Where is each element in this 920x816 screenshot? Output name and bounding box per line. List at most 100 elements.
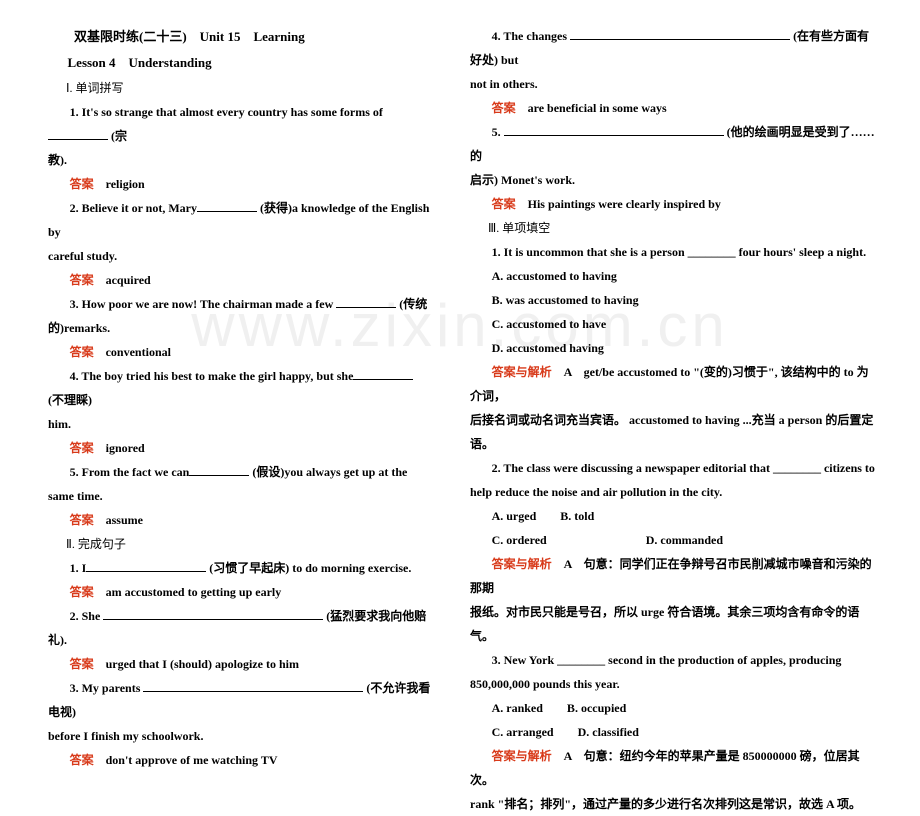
q10-line2: 启示) Monet's work. (470, 168, 880, 192)
section-1-title: Ⅰ. 单词拼写 (48, 76, 432, 100)
q3a: 3. How poor we are now! The chairman mad… (70, 297, 337, 311)
a7-label: 答案 (70, 657, 94, 671)
q6-blank (86, 561, 206, 572)
m2-q1: 2. The class were discussing a newspaper… (470, 456, 880, 480)
q3-line2: 的)remarks. (48, 316, 432, 340)
m1-d: D. accustomed having (470, 336, 880, 360)
q1-blank (48, 129, 108, 140)
a8-text: don't approve of me watching TV (94, 753, 278, 767)
q2a: 2. Believe it or not, Mary (70, 201, 197, 215)
q10-line1: 5. (他的绘画明显是受到了……的 (470, 120, 880, 168)
q1-line1: 1. It's so strange that almost every cou… (48, 100, 432, 148)
q8-blank (143, 681, 363, 692)
m3-ans: 答案与解析 A 句意：纽约今年的苹果产量是 850000000 磅，位居其次。 (470, 744, 880, 792)
a9-label: 答案 (492, 101, 516, 115)
m3-c: C. arranged D. classified (470, 720, 880, 744)
m1-ans2: 后接名词或动名词充当宾语。 accustomed to having ...充当… (470, 408, 880, 456)
a1-label: 答案 (70, 177, 94, 191)
q7: 2. She (猛烈要求我向他赔礼). (48, 604, 432, 652)
m2-ans: 答案与解析 A 句意：同学们正在争辩号召市民削减城市噪音和污染的那期 (470, 552, 880, 600)
a5-text: assume (94, 513, 143, 527)
right-column: 4. The changes (在有些方面有好处) but not in oth… (460, 0, 920, 651)
q3-blank (336, 297, 396, 308)
a6-label: 答案 (70, 585, 94, 599)
q2-line2: careful study. (48, 244, 432, 268)
q6: 1. I (习惯了早起床) to do morning exercise. (48, 556, 432, 580)
q4b: (不理睬) (48, 393, 92, 407)
m1-a: A. accustomed to having (470, 264, 880, 288)
q5: 5. From the fact we can (假设)you always g… (48, 460, 432, 508)
q9-line1: 4. The changes (在有些方面有好处) but (470, 24, 880, 72)
a2-text: acquired (94, 273, 151, 287)
m3-label: 答案与解析 (492, 749, 552, 763)
q1-line2: 教). (48, 148, 432, 172)
a2: 答案 acquired (48, 268, 432, 292)
q2-line1: 2. Believe it or not, Mary (获得)a knowled… (48, 196, 432, 244)
a1: 答案 religion (48, 172, 432, 196)
q5a: 5. From the fact we can (70, 465, 190, 479)
a4: 答案 ignored (48, 436, 432, 460)
q9-blank (570, 29, 790, 40)
q6a: 1. I (70, 561, 87, 575)
a3: 答案 conventional (48, 340, 432, 364)
section-2-title: Ⅱ. 完成句子 (48, 532, 432, 556)
two-column-layout: 双基限时练(二十三) Unit 15 Learning Lesson 4 Und… (0, 0, 920, 651)
left-column: 双基限时练(二十三) Unit 15 Learning Lesson 4 Und… (0, 0, 460, 651)
m1-ans: 答案与解析 A get/be accustomed to "(变的)习惯于", … (470, 360, 880, 408)
q2-blank (197, 201, 257, 212)
a3-text: conventional (94, 345, 171, 359)
q6b: (习惯了早起床) to do morning exercise. (206, 561, 411, 575)
a6: 答案 am accustomed to getting up early (48, 580, 432, 604)
m3-q2: 850,000,000 pounds this year. (470, 672, 880, 696)
q4a: 4. The boy tried his best to make the gi… (70, 369, 354, 383)
q8a: 3. My parents (70, 681, 144, 695)
a4-label: 答案 (70, 441, 94, 455)
m2-a: A. urged B. told (470, 504, 880, 528)
a10-text: His paintings were clearly inspired by (516, 197, 721, 211)
a2-label: 答案 (70, 273, 94, 287)
section-3-title: Ⅲ. 单项填空 (470, 216, 880, 240)
m3-ans2: rank "排名；排列"，通过产量的多少进行名次排列这是常识，故选 A 项。 (470, 792, 880, 816)
q3b: (传统 (396, 297, 427, 311)
a4-text: ignored (94, 441, 145, 455)
a1-text: religion (94, 177, 145, 191)
a3-label: 答案 (70, 345, 94, 359)
m1-b: B. was accustomed to having (470, 288, 880, 312)
a7-text: urged that I (should) apologize to him (94, 657, 299, 671)
m2-q2: help reduce the noise and air pollution … (470, 480, 880, 504)
q7a: 2. She (70, 609, 104, 623)
q3-line1: 3. How poor we are now! The chairman mad… (48, 292, 432, 316)
q1b: (宗 (108, 129, 127, 143)
q9-line2: not in others. (470, 72, 880, 96)
q9a: 4. The changes (492, 29, 570, 43)
q4-line1: 4. The boy tried his best to make the gi… (48, 364, 432, 412)
q8-line2: before I finish my schoolwork. (48, 724, 432, 748)
q10a: 5. (492, 125, 504, 139)
heading-unit: 双基限时练(二十三) Unit 15 Learning (48, 24, 432, 50)
heading-lesson: Lesson 4 Understanding (48, 50, 432, 76)
a5: 答案 assume (48, 508, 432, 532)
m1-label: 答案与解析 (492, 365, 552, 379)
a10-label: 答案 (492, 197, 516, 211)
a6-text: am accustomed to getting up early (94, 585, 282, 599)
m1-c: C. accustomed to have (470, 312, 880, 336)
q5-blank (189, 465, 249, 476)
a10: 答案 His paintings were clearly inspired b… (470, 192, 880, 216)
m2-label: 答案与解析 (492, 557, 552, 571)
a7: 答案 urged that I (should) apologize to hi… (48, 652, 432, 676)
a8: 答案 don't approve of me watching TV (48, 748, 432, 772)
q4-blank (353, 369, 413, 380)
q7-blank (103, 609, 323, 620)
a9-text: are beneficial in some ways (516, 101, 667, 115)
m3-a: A. ranked B. occupied (470, 696, 880, 720)
q4-line2: him. (48, 412, 432, 436)
q8-line1: 3. My parents (不允许我看电视) (48, 676, 432, 724)
a9: 答案 are beneficial in some ways (470, 96, 880, 120)
m1-q: 1. It is uncommon that she is a person _… (470, 240, 880, 264)
m2-ans2: 报纸。对市民只能是号召，所以 urge 符合语境。其余三项均含有命令的语气。 (470, 600, 880, 648)
q10-blank (504, 125, 724, 136)
m3-q1: 3. New York ________ second in the produ… (470, 648, 880, 672)
q1a: 1. It's so strange that almost every cou… (70, 105, 383, 119)
a5-label: 答案 (70, 513, 94, 527)
m2-c: C. ordered D. commanded (470, 528, 880, 552)
